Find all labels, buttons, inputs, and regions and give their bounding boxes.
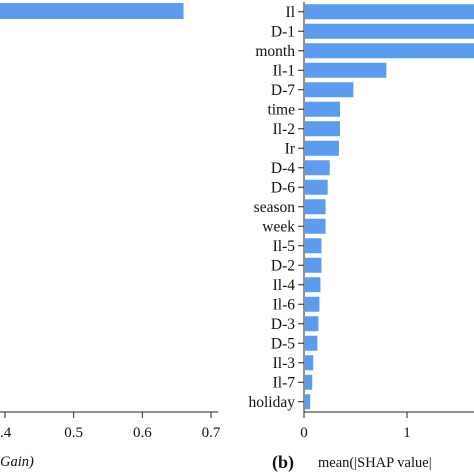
panel-b-bar-time [305, 101, 341, 117]
panel-b-tick-label: 0 [300, 425, 308, 441]
panel-b-label-il-6: Il-6 [273, 296, 296, 313]
panel-a-tick-label: 0.6 [133, 425, 152, 441]
panel-b-label-d-6: D-6 [271, 179, 295, 196]
panel-b-label-d-1: D-1 [271, 23, 295, 40]
panel-b-label-d-3: D-3 [271, 316, 295, 333]
panel-b-label-time: time [267, 101, 295, 118]
panel-a-x-axis-title: Gain) [0, 454, 34, 470]
panel-b-bar-d-7 [305, 82, 354, 98]
panel-a-x-ticks: .4 0.5 0.6 0.7 [0, 412, 221, 441]
panel-b-tick-label: 1 [403, 425, 411, 441]
panel-b-label-il-5: Il-5 [273, 238, 296, 255]
panel-b-label-d-2: D-2 [271, 257, 295, 274]
panel-b-bar-d-4 [305, 160, 330, 176]
panel-b-bar-il [305, 4, 474, 20]
panel-b-bar-il-3 [305, 355, 314, 371]
panel-b-bar-d-6 [305, 179, 328, 195]
panel-a-bars [0, 3, 184, 19]
panel-b-bar-il-2 [305, 121, 341, 137]
panel-b-label-week: week [262, 218, 295, 235]
panel-b-bar-il-1 [305, 62, 387, 78]
panel-b-label-il-1: Il-1 [273, 62, 295, 79]
panel-b-x-axis-title: mean(|SHAP value| [318, 455, 432, 471]
panel-b-bar-d-1 [305, 23, 474, 39]
panel-b-label-ir: Ir [285, 140, 296, 157]
panel-b-bar-season [305, 199, 326, 215]
panel-b-label-il: Il [286, 4, 295, 21]
panel-b-label-il-4: Il-4 [273, 277, 296, 294]
panel-b-bar-il-5 [305, 238, 322, 254]
panel-a-bar-II [0, 3, 184, 19]
panel-b-label-d-4: D-4 [271, 160, 295, 177]
panel-b-bar-ir [305, 140, 339, 156]
panel-a-tick-label: 0.7 [202, 425, 221, 441]
panel-a-tick-label: 0.5 [64, 425, 83, 441]
panel-b-label-d-5: D-5 [271, 335, 295, 352]
panel-b-bar-holiday [305, 394, 311, 410]
panel-a-tick-label: .4 [0, 425, 12, 441]
panel-b-bar-d-2 [305, 257, 322, 273]
panel-b-bar-il-7 [305, 374, 313, 390]
panel-b-label-il-7: Il-7 [273, 374, 296, 391]
panel-b-label-season: season [254, 199, 296, 216]
panel-b-chart: Il D-1 month Il-1 D-7 time Il-2 Ir D-4 D-6 season w… [249, 2, 474, 473]
panel-b-label-il-3: Il-3 [273, 355, 296, 372]
panel-b-bar-d-5 [305, 335, 318, 351]
panel-b-label-holiday: holiday [249, 394, 296, 411]
panel-b-bar-month [305, 43, 474, 59]
panel-b-category-labels: Il D-1 month Il-1 D-7 time Il-2 Ir D-4 D-6 season w… [249, 4, 304, 411]
panel-b-bar-week [305, 218, 326, 234]
panel-b-bar-d-3 [305, 316, 319, 332]
panel-b-bar-il-4 [305, 277, 321, 293]
panel-b-letter: (b) [272, 452, 294, 473]
panel-b-label-d-7: D-7 [271, 82, 295, 99]
panel-a-chart: .4 0.5 0.6 0.7 Gain) [0, 3, 221, 470]
panel-b-label-il-2: Il-2 [273, 121, 295, 138]
panel-b-bars [305, 4, 474, 410]
panel-b-bar-il-6 [305, 296, 320, 312]
panel-b-label-month: month [255, 43, 295, 60]
